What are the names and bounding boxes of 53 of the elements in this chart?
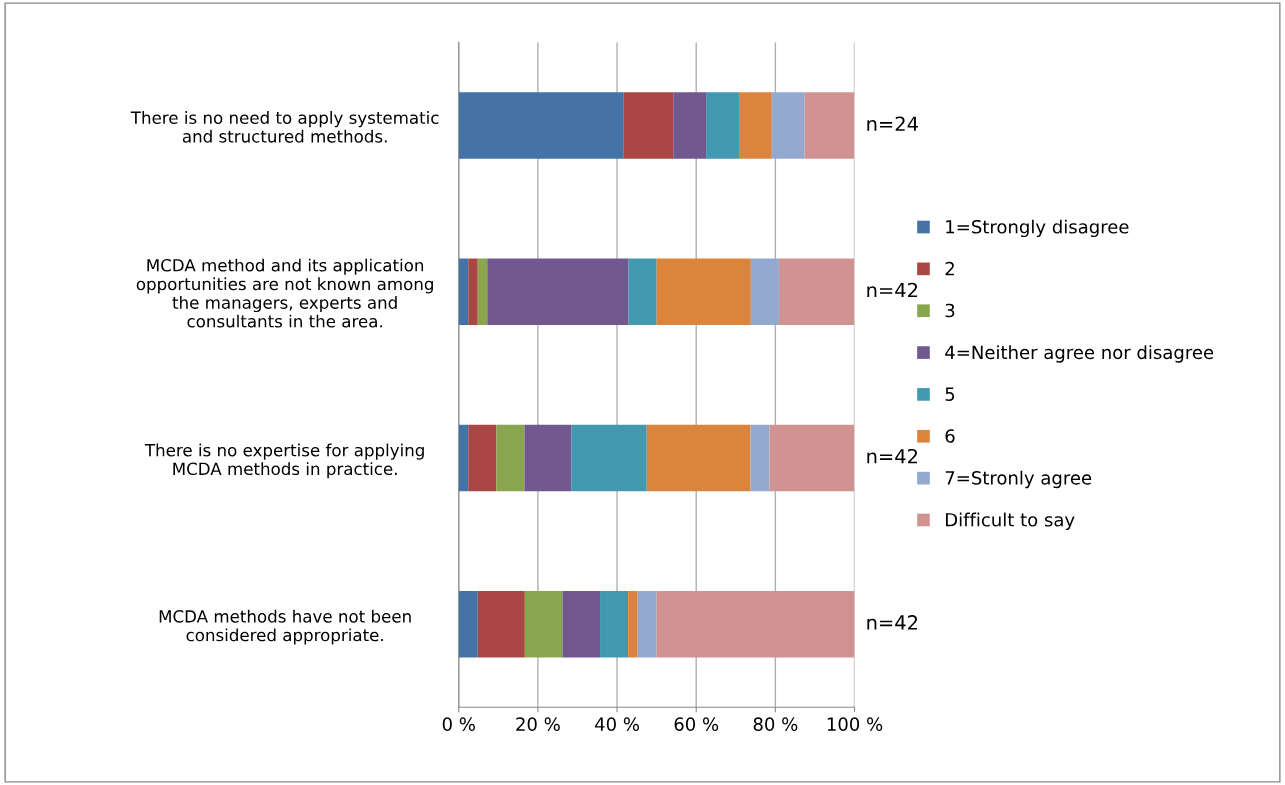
bar (628, 258, 657, 325)
bar (804, 92, 855, 159)
bar (706, 92, 739, 159)
bar (571, 424, 647, 492)
legend-label: 3 (945, 303, 955, 318)
bar (468, 258, 478, 325)
legend-label: 1=Strongly disagree (946, 219, 1129, 238)
bar (637, 590, 657, 658)
x-tick-label: 100 % (827, 717, 883, 731)
text: n=42 (867, 282, 918, 298)
text: n=24 (867, 116, 918, 131)
bar (656, 258, 751, 325)
bar (562, 590, 601, 658)
bar (656, 590, 855, 658)
bar (628, 590, 638, 658)
bar (738, 92, 772, 159)
bar (477, 590, 525, 658)
legend-label: Difficult to say (946, 512, 1075, 531)
text: n=42 (867, 448, 918, 464)
bar (771, 92, 805, 159)
legend-label: 7=Stronly agree (945, 470, 1092, 489)
bar (458, 258, 469, 325)
text: n=42 (867, 615, 918, 630)
bar (458, 92, 624, 159)
bar (524, 424, 572, 492)
x-tick-label: 60 % (674, 717, 719, 731)
y-tick-label: MCDA method and its application opportunities are not known among the managers, experts and consultants in the area. (136, 258, 433, 328)
legend-label: 2 (945, 261, 954, 276)
x-tick-label: 40 % (595, 717, 639, 731)
y-tick-label: There is no need to apply systematic and structured methods. (130, 111, 439, 143)
legend-label: 4=Neither agree nor disagree (945, 345, 1214, 363)
x-tick-label: 80 % (753, 717, 798, 731)
x-tick-label: 20 % (516, 717, 560, 731)
bar (468, 424, 497, 492)
bar (524, 590, 563, 658)
bar (458, 590, 478, 658)
bar (623, 92, 674, 159)
bar (750, 424, 770, 492)
y-tick-label: MCDA methods have not been considered appropriate. (159, 609, 411, 645)
y-tick-label: There is no expertise for applying MCDA methods in practice. (144, 443, 424, 479)
bar (487, 258, 629, 325)
bar (600, 590, 629, 658)
bar (769, 424, 855, 492)
bar (496, 424, 525, 492)
bar (673, 92, 707, 159)
bar (778, 258, 855, 325)
bar (477, 258, 488, 325)
bar (458, 424, 469, 492)
bar (750, 258, 779, 325)
x-tick-label: 0 % (442, 717, 475, 731)
legend-label: 5 (945, 387, 955, 401)
bar (646, 424, 751, 492)
legend-label: 6 (945, 429, 955, 443)
